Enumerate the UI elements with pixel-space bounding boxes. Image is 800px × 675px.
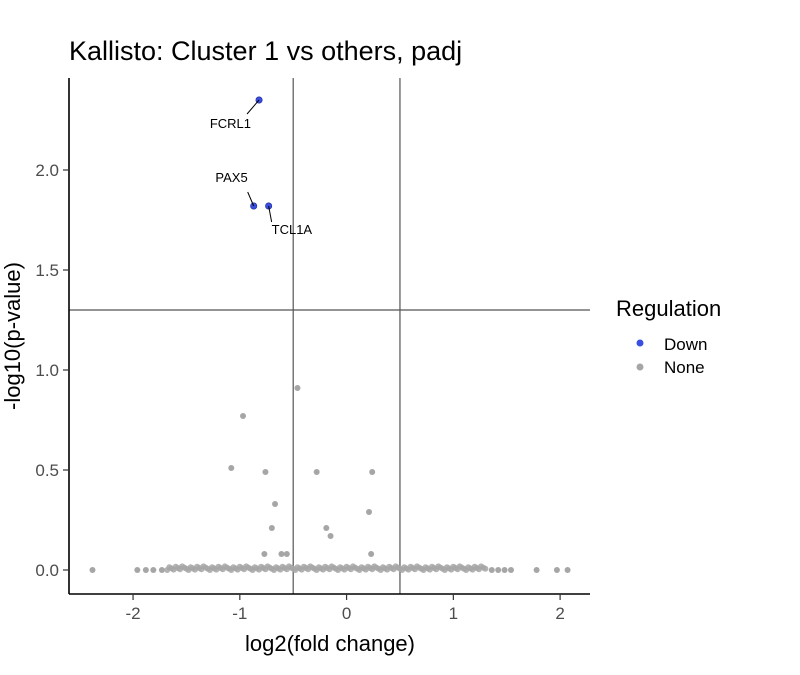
point-none xyxy=(507,567,514,573)
y-tick-label: 0.5 xyxy=(35,461,59,480)
point-none xyxy=(272,501,279,507)
legend-key-none xyxy=(636,363,644,371)
x-tick-label: 2 xyxy=(555,604,564,623)
point-none xyxy=(553,567,560,573)
point-none xyxy=(89,567,96,573)
point-none xyxy=(495,567,502,573)
point-none xyxy=(278,551,285,557)
point-none xyxy=(294,385,301,391)
gene-label: PAX5 xyxy=(215,170,247,185)
gene-label: FCRL1 xyxy=(210,116,251,131)
gene-leader-line xyxy=(246,99,260,115)
point-none xyxy=(262,469,269,475)
y-tick-label: 0.0 xyxy=(35,561,59,580)
point-none xyxy=(283,551,290,557)
y-tick-label: 1.0 xyxy=(35,361,59,380)
point-none xyxy=(564,567,571,573)
plot-area: FCRL1 PAX5 TCL1A xyxy=(69,78,590,594)
y-tick-label: 2.0 xyxy=(35,161,59,180)
point-none xyxy=(228,465,235,471)
x-tick-label: -1 xyxy=(232,604,247,623)
point-none xyxy=(158,567,165,573)
legend-key-down xyxy=(636,339,644,347)
x-tick-label: 1 xyxy=(449,604,458,623)
point-none xyxy=(134,567,141,573)
point-none xyxy=(268,525,275,531)
x-tick-label: -2 xyxy=(125,604,140,623)
point-none xyxy=(366,509,373,515)
point-none xyxy=(261,551,268,557)
point-none xyxy=(533,567,540,573)
y-axis-ticks: 0.0 0.5 1.0 1.5 2.0 xyxy=(35,161,69,580)
legend-label-none: None xyxy=(664,358,705,377)
gene-leader-line xyxy=(268,205,273,223)
dense-point-band xyxy=(164,563,489,573)
gene-label: TCL1A xyxy=(272,222,313,237)
point-none xyxy=(142,567,149,573)
legend: Regulation Down None xyxy=(616,296,721,377)
point-none xyxy=(368,551,375,557)
y-tick-label: 1.5 xyxy=(35,261,59,280)
point-none xyxy=(240,413,247,419)
chart-title: Kallisto: Cluster 1 vs others, padj xyxy=(69,36,462,66)
point-none xyxy=(327,533,334,539)
point-none xyxy=(482,565,489,572)
point-none xyxy=(501,567,508,573)
point-none xyxy=(323,525,330,531)
gene-leader-line xyxy=(247,191,255,207)
legend-title: Regulation xyxy=(616,296,721,321)
point-none xyxy=(369,469,376,475)
point-none xyxy=(313,469,320,475)
x-axis-ticks: -2 -1 0 1 2 xyxy=(125,594,565,623)
y-axis-title: -log10(p-value) xyxy=(0,262,25,410)
legend-label-down: Down xyxy=(664,335,707,354)
point-none xyxy=(150,567,157,573)
x-axis-title: log2(fold change) xyxy=(245,631,415,656)
point-none xyxy=(488,567,495,573)
x-tick-label: 0 xyxy=(342,604,351,623)
